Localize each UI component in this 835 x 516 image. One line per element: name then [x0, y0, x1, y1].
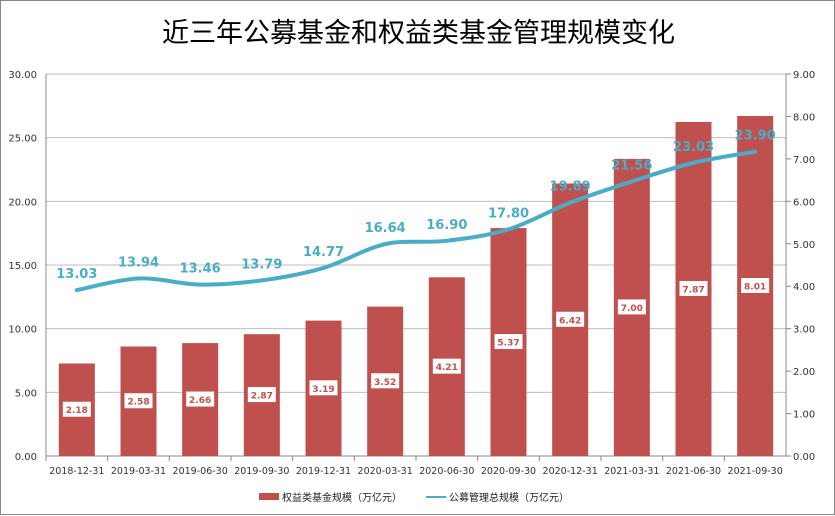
left-axis-tick: 25.00 — [8, 134, 37, 145]
line-data-label: 23.03 — [673, 140, 714, 155]
line-data-label: 17.80 — [488, 206, 529, 221]
line-data-label: 13.46 — [180, 262, 221, 277]
line-data-label: 13.79 — [241, 257, 282, 272]
legend-item-bars: 权益类基金规模（万亿元） — [259, 489, 402, 504]
legend-label-bar: 权益类基金规模（万亿元） — [282, 493, 402, 504]
bar-data-label: 7.00 — [621, 304, 643, 314]
x-axis-tick: 2020-06-30 — [419, 466, 474, 477]
bar-data-label: 2.18 — [66, 406, 88, 416]
line-data-label: 14.77 — [303, 245, 344, 260]
bar-label-box — [247, 387, 276, 403]
right-axis-tick: 4.00 — [793, 282, 815, 293]
right-axis-tick: 8.00 — [793, 112, 815, 123]
x-axis-tick: 2021-06-30 — [666, 466, 721, 477]
bar-label-box — [432, 358, 461, 374]
bar-data-label: 3.52 — [374, 378, 396, 388]
x-axis-tick: 2021-09-30 — [728, 466, 783, 477]
right-axis-tick: 3.00 — [793, 325, 815, 336]
bar-data-label: 2.87 — [251, 392, 273, 402]
chart-title: 近三年公募基金和权益类基金管理规模变化 — [162, 18, 675, 49]
left-axis-tick: 15.00 — [8, 261, 37, 272]
x-axis-tick: 2019-03-31 — [111, 466, 166, 477]
line-data-label: 21.56 — [611, 158, 652, 173]
bar-label-box — [309, 380, 338, 396]
bar-data-label: 2.58 — [127, 398, 149, 408]
left-axis-tick: 0.00 — [15, 452, 37, 463]
bar-data-label: 3.19 — [312, 385, 334, 395]
left-axis-tick: 20.00 — [8, 197, 37, 208]
legend-label-line: 公募管理总规模（万亿元） — [449, 493, 569, 504]
left-axis-tick: 5.00 — [15, 388, 37, 399]
right-axis-tick: 0.00 — [793, 452, 815, 463]
x-axis-tick: 2018-12-31 — [49, 466, 104, 477]
bar-label-box — [741, 278, 770, 294]
x-axis-tick: 2021-03-31 — [604, 466, 659, 477]
bar-label-box — [371, 373, 400, 389]
bar-data-label: 8.01 — [744, 283, 766, 293]
bar-label-box — [617, 299, 646, 315]
line-data-label: 13.94 — [118, 255, 159, 270]
legend-swatch-bar — [259, 493, 279, 500]
right-axis-tick: 7.00 — [793, 155, 815, 166]
line-data-label: 16.90 — [426, 218, 467, 233]
bar-label-box — [679, 280, 708, 296]
left-axis-tick: 10.00 — [8, 325, 37, 336]
bar-label-box — [124, 393, 153, 409]
line-data-label: 16.64 — [365, 221, 406, 236]
bar-data-label: 4.21 — [436, 363, 458, 373]
line-series — [74, 149, 758, 293]
line-data-label: 19.89 — [550, 180, 591, 195]
bar-label-box — [62, 401, 91, 417]
x-axis-tick: 2020-12-31 — [543, 466, 598, 477]
bar-label-box — [556, 311, 585, 327]
right-axis-tick: 1.00 — [793, 410, 815, 421]
bar-data-label: 5.37 — [497, 339, 519, 349]
bar-label-box — [186, 391, 215, 407]
line-data-label: 23.90 — [735, 129, 776, 144]
x-axis-tick: 2020-03-31 — [358, 466, 413, 477]
legend-item-line: 公募管理总规模（万亿元） — [426, 489, 569, 504]
bar-data-label: 7.87 — [682, 285, 704, 295]
right-axis-tick: 6.00 — [793, 197, 815, 208]
right-axis-tick: 2.00 — [793, 367, 815, 378]
right-axis-tick: 9.00 — [793, 70, 815, 81]
x-axis-tick: 2019-06-30 — [173, 466, 228, 477]
legend-swatch-line — [426, 495, 446, 498]
bar-data-label: 2.66 — [189, 396, 211, 406]
bar-data-label: 6.42 — [559, 316, 581, 326]
x-axis-tick: 2019-09-30 — [234, 466, 289, 477]
left-axis-tick: 30.00 — [8, 70, 37, 81]
bar-label-box — [494, 334, 523, 350]
x-axis-tick: 2019-12-31 — [296, 466, 351, 477]
x-axis-tick: 2020-09-30 — [481, 466, 536, 477]
line-data-label: 13.03 — [56, 267, 97, 282]
right-axis-tick: 5.00 — [793, 240, 815, 251]
